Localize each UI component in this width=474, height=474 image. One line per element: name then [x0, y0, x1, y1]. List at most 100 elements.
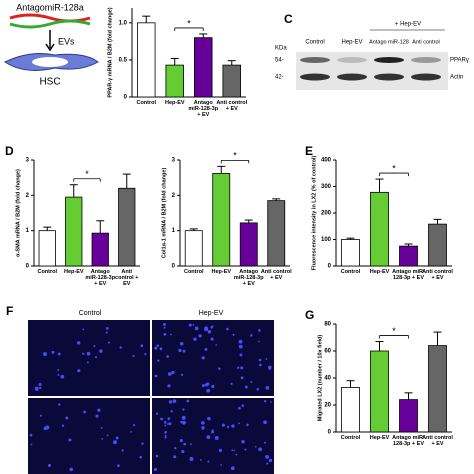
cell-dot: [156, 344, 160, 347]
y-tick-label: 3: [26, 158, 30, 164]
y-tick-label: 80: [324, 322, 331, 328]
cell-dot: [211, 430, 215, 434]
bar: [165, 64, 184, 98]
y-tick-label: 1: [172, 228, 176, 234]
cell-dot: [86, 351, 91, 356]
y-tick-label: 1: [26, 228, 30, 234]
x-tick-label-box: Hep-EV: [164, 100, 185, 106]
cell-dot: [231, 424, 235, 428]
cell-dot: [268, 365, 272, 370]
bar: [38, 230, 56, 267]
cell-dot: [265, 358, 268, 360]
bar: [428, 345, 447, 433]
cell-dot: [258, 358, 262, 362]
cell-dot: [61, 424, 65, 427]
cell-dot: [221, 423, 226, 427]
cell-dot: [105, 326, 109, 330]
cell-dot: [51, 350, 55, 354]
marker-label: 54-: [275, 58, 284, 64]
cell-dot: [238, 339, 243, 344]
x-tick-label-box: Control: [340, 435, 361, 441]
micrograph: [28, 320, 150, 396]
x-tick-label-box: Antago miR-128-3p + EV: [392, 435, 425, 447]
y-tick-label: 0: [172, 264, 176, 270]
y-tick-label: 0: [26, 264, 30, 270]
panel-letter: G: [305, 308, 314, 322]
x-tick-label: Hep-EV: [164, 100, 185, 106]
bar: [222, 64, 241, 98]
cell-dot: [264, 399, 267, 403]
significance-label: *: [392, 326, 396, 336]
cell-dot: [204, 383, 209, 387]
cell-dot: [140, 344, 144, 348]
x-tick-label-box: Control: [341, 269, 361, 275]
cell-dot: [265, 454, 269, 459]
cell-dot: [86, 361, 89, 364]
cell-dot: [218, 448, 223, 453]
cell-dot: [139, 455, 143, 459]
cell-dot: [77, 369, 81, 373]
cell-dot: [181, 450, 185, 454]
arrow-head: [45, 43, 55, 52]
cell-dot: [30, 443, 33, 446]
cell-dot: [107, 341, 110, 344]
cell-dot: [207, 460, 210, 463]
blot-band: [337, 57, 367, 63]
unit-label: KDa: [275, 46, 287, 52]
cell-dot: [113, 440, 117, 445]
cell-dot: [170, 410, 173, 413]
cell-dot: [182, 420, 186, 425]
y-tick-label: 0: [328, 264, 332, 270]
bar: [399, 245, 418, 267]
blot-band: [411, 57, 441, 63]
cell-dot: [179, 439, 183, 443]
blot-band: [300, 73, 330, 81]
x-tick-label: Hep-EV: [211, 269, 232, 275]
cell-dot: [192, 324, 195, 326]
cell-dot: [258, 329, 261, 332]
cell-dot: [99, 349, 103, 353]
cell-dot: [119, 346, 122, 349]
cell-dot: [266, 462, 269, 465]
cell-dot: [206, 435, 211, 440]
cell-dot: [186, 399, 190, 403]
bar: [65, 196, 83, 267]
x-tick-label: Anti control + EV: [216, 100, 248, 112]
bar: [184, 230, 203, 267]
cell-dot: [58, 403, 61, 406]
cell-dot: [188, 323, 192, 327]
cell-dot: [159, 347, 163, 351]
cell-dot: [132, 354, 135, 358]
x-tick-label-box: Control: [136, 100, 156, 106]
cell-dot: [38, 383, 42, 387]
cell-dot: [82, 352, 85, 355]
cell-dot: [238, 406, 241, 410]
cell-dot: [244, 385, 248, 389]
bar: [341, 239, 360, 267]
cell-dot: [167, 372, 172, 376]
cell-dot: [164, 431, 167, 434]
y-tick-label: 1.0: [119, 20, 128, 26]
lane-label: Hep-EV: [341, 40, 362, 46]
y-axis-label: Fluorescence intensity in LX2 (% of cont…: [311, 156, 317, 271]
cell-dot: [250, 381, 253, 384]
cell-dot: [163, 333, 167, 336]
lane-label: Antago miR-128: [369, 39, 409, 45]
x-tick-label: Control: [340, 435, 361, 441]
cell-dot: [201, 421, 205, 425]
cell-dot: [34, 386, 39, 391]
micrograph: [28, 398, 150, 474]
x-tick-label: Anti control + EV: [260, 269, 292, 281]
x-tick-label: Antago miR-128-3p + EV: [233, 269, 264, 287]
cell-dot: [180, 373, 184, 376]
cell-dot: [100, 426, 103, 429]
cell-dot: [204, 347, 208, 351]
significance-label: *: [233, 151, 237, 161]
cell-dot: [172, 399, 177, 404]
cell-dot: [57, 352, 61, 356]
blot-band: [300, 57, 330, 63]
cell-dot: [141, 442, 144, 445]
bar: [341, 387, 360, 433]
blot-band: [411, 73, 441, 81]
